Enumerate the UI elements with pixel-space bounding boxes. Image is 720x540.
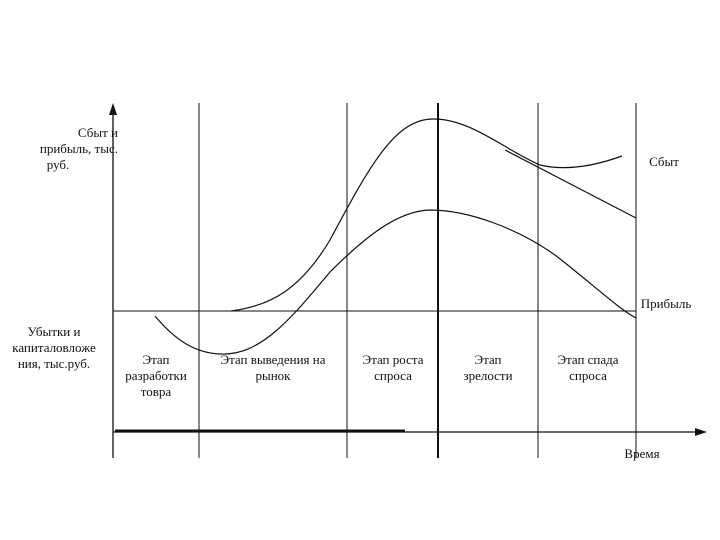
- stage-label-line: зрелости: [463, 368, 513, 383]
- y-axis-label-top-line: прибыль, тыс.: [39, 141, 118, 156]
- stage-label-line: спроса: [374, 368, 412, 383]
- y-axis-label-bottom-line: капиталовложе: [12, 340, 96, 355]
- y-axis-label-bottom-line: ния, тыс.руб.: [17, 356, 91, 371]
- stage-label-line: Этап роста: [362, 352, 424, 367]
- sales-curve: [230, 118, 623, 312]
- y-axis-label-top: Сбыт и прибыль, тыс. руб.: [8, 125, 118, 173]
- stage-label-growth: Этап роста спроса: [349, 352, 437, 384]
- profit-curve-label: Прибыль: [640, 296, 692, 311]
- stage-label-line: Этап: [142, 352, 170, 367]
- stage-label-decline: Этап спада спроса: [540, 352, 636, 384]
- x-axis-arrowhead: [695, 428, 707, 436]
- stage-label-line: Этап: [474, 352, 502, 367]
- stage-label-line: Этап спада: [557, 352, 619, 367]
- y-axis-label-top-line: руб.: [46, 157, 70, 172]
- profit-curve: [154, 209, 637, 355]
- sales-decline-line: [504, 149, 637, 219]
- stage-label-line: спроса: [569, 368, 607, 383]
- stage-label-line: рынок: [255, 368, 291, 383]
- stage-label-development: Этап разработки товра: [112, 352, 200, 400]
- stage-label-line: Этап выведения на: [220, 352, 326, 367]
- stage-label-introduction: Этап выведения на рынок: [202, 352, 344, 384]
- stage-label-maturity: Этап зрелости: [440, 352, 536, 384]
- x-axis-label: Время: [624, 446, 660, 461]
- y-axis-label-bottom-line: Убытки и: [27, 324, 81, 339]
- stage-label-line: разработки: [125, 368, 187, 383]
- y-axis-label-bottom: Убытки и капиталовложе ния, тыс.руб.: [0, 324, 108, 372]
- stage-label-line: товра: [140, 384, 172, 399]
- y-axis-arrowhead: [109, 103, 117, 115]
- y-axis-label-top-line: Сбыт и: [77, 125, 118, 140]
- sales-curve-label: Сбыт: [649, 154, 679, 169]
